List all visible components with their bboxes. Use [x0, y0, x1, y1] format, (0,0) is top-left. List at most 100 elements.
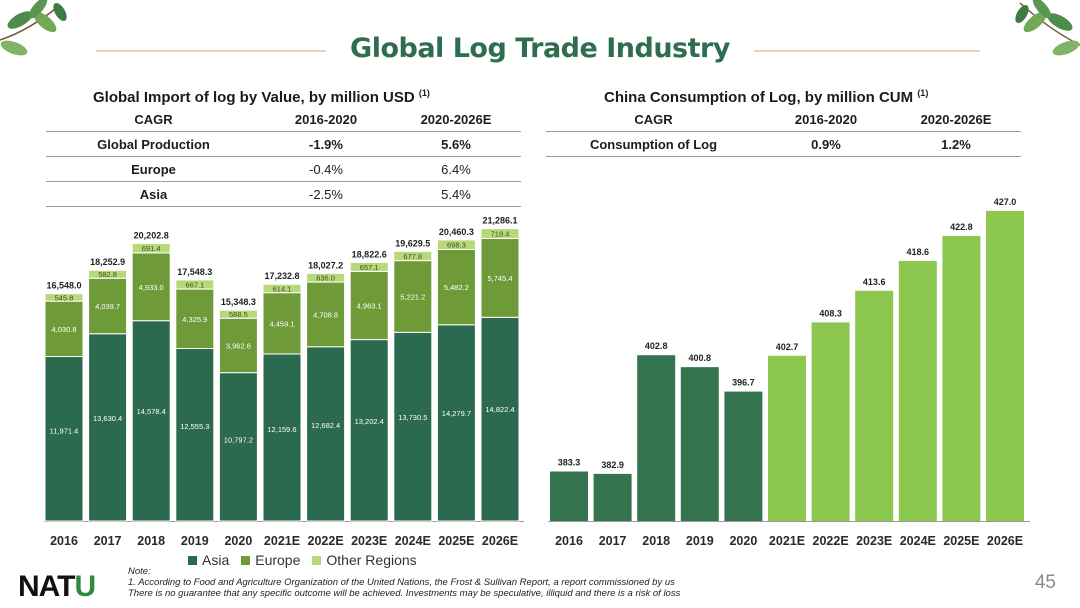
- x-tick-label: 2016: [555, 534, 583, 548]
- x-tick-label: 2017: [94, 534, 122, 548]
- left-subtitle-text: Global Import of log by Value, by millio…: [93, 89, 415, 106]
- table-cell: -0.4%: [261, 156, 391, 182]
- total-label: 17,548.3: [177, 267, 212, 277]
- table-cell: 6.4%: [391, 156, 521, 182]
- bar-segment-other-regions: [306, 272, 346, 283]
- data-label: 413.6: [863, 277, 886, 287]
- data-label: 396.7: [732, 378, 755, 388]
- total-label: 20,202.8: [134, 230, 169, 240]
- legend-swatch-asia: [188, 555, 197, 565]
- data-label: 4,325.9: [182, 315, 207, 324]
- x-tick-label: 2020: [224, 534, 252, 548]
- data-label: 636.0: [316, 274, 335, 283]
- data-label: 4,963.1: [357, 302, 382, 311]
- left-footnote-ref: (1): [418, 88, 430, 98]
- table-row-label: Asia: [46, 181, 261, 207]
- bar-segment-asia: [306, 346, 346, 522]
- chart-legend: Asia Europe Other Regions: [188, 552, 417, 568]
- legend-item-other: Other Regions: [312, 552, 417, 568]
- x-tick-label: 2019: [686, 534, 714, 548]
- bar-segment-asia: [436, 324, 476, 522]
- data-label: 12,555.3: [180, 422, 209, 431]
- data-label: 422.8: [950, 222, 973, 232]
- x-tick-label: 2020: [729, 534, 757, 548]
- bar-segment-other-regions: [262, 283, 302, 294]
- data-label: 691.4: [142, 244, 161, 253]
- data-label: 667.1: [185, 280, 204, 289]
- data-label: 383.3: [558, 458, 581, 468]
- data-label: 418.6: [907, 247, 930, 257]
- data-label: 408.3: [819, 308, 842, 318]
- data-label: 677.8: [403, 252, 422, 261]
- bar-segment-asia: [393, 331, 433, 522]
- x-tick-label: 2022E: [308, 534, 344, 548]
- leaf-decoration-right-icon: [1015, 0, 1080, 56]
- left-table-header-period2: 2020-2026E: [391, 107, 521, 132]
- data-label: 13,630.4: [93, 414, 122, 423]
- bar-segment-asia: [88, 333, 128, 522]
- x-tick-label: 2018: [642, 534, 670, 548]
- data-label: 545.8: [55, 293, 74, 302]
- right-cagr-table: CAGR 2016-2020 2020-2026E Consumption of…: [546, 107, 1021, 157]
- bar: [855, 290, 894, 521]
- note-source: 1. According to Food and Agriculture Org…: [128, 577, 675, 588]
- data-label: 718.4: [491, 229, 510, 238]
- data-label: 402.7: [776, 342, 799, 352]
- data-label: 14,279.7: [442, 409, 471, 418]
- data-label: 582.8: [98, 270, 117, 279]
- bar: [986, 210, 1024, 521]
- table-cell: 5.6%: [391, 131, 521, 157]
- bar: [724, 391, 763, 521]
- total-label: 16,548.0: [46, 281, 81, 291]
- bar-segment-asia: [175, 348, 215, 522]
- bar: [898, 260, 937, 521]
- data-label: 11,971.4: [50, 427, 79, 436]
- total-label: 18,252.9: [90, 257, 125, 267]
- page-title: Global Log Trade Industry: [350, 33, 730, 64]
- x-tick-label: 2022E: [813, 534, 849, 548]
- data-label: 3,962.6: [226, 341, 251, 350]
- data-label: 400.8: [689, 353, 712, 363]
- logo-text: NAT: [18, 570, 75, 603]
- bar: [942, 235, 981, 522]
- left-chart-subtitle: Global Import of log by Value, by millio…: [93, 88, 430, 106]
- bar-segment-europe: [393, 260, 433, 333]
- data-label: 4,039.7: [95, 302, 120, 311]
- x-tick-label: 2026E: [987, 534, 1023, 548]
- x-tick-label: 2019: [181, 534, 209, 548]
- x-tick-label: 2024E: [395, 534, 431, 548]
- legend-swatch-other: [312, 555, 322, 565]
- data-label: 13,202.4: [355, 417, 384, 426]
- left-table-header-period1: 2016-2020: [261, 107, 391, 132]
- left-cagr-table: CAGR 2016-2020 2020-2026E Global Product…: [46, 107, 521, 207]
- total-label: 17,232.8: [264, 271, 299, 281]
- data-label: 382.9: [601, 460, 624, 470]
- bar: [637, 355, 676, 521]
- x-tick-label: 2026E: [482, 534, 518, 548]
- x-tick-label: 2016: [50, 534, 78, 548]
- data-label: 657.1: [360, 263, 379, 272]
- legend-swatch-europe: [241, 555, 251, 565]
- x-tick-label: 2025E: [943, 534, 979, 548]
- bar-segment-asia: [218, 372, 258, 522]
- legend-label-other: Other Regions: [326, 552, 417, 568]
- total-label: 18,027.2: [308, 260, 343, 270]
- data-label: 402.8: [645, 341, 668, 351]
- bar-segment-europe: [306, 281, 346, 348]
- logo-accent-text: U: [74, 570, 96, 603]
- footnotes: Note: 1. According to Food and Agricultu…: [128, 566, 680, 599]
- leaf-decoration-left-icon: [0, 0, 67, 56]
- right-footnote-ref: (1): [917, 88, 929, 98]
- legend-label-asia: Asia: [202, 552, 230, 568]
- data-label: 588.5: [229, 310, 248, 319]
- data-label: 12,682.4: [311, 421, 340, 430]
- right-chart-subtitle: China Consumption of Log, by million CUM…: [604, 88, 928, 106]
- data-label: 5,482.2: [444, 283, 469, 292]
- bar-segment-asia: [480, 316, 520, 522]
- data-label: 14,578.4: [137, 407, 166, 416]
- right-bar-chart: 383.3 2016 382.9 2017 402.8 2018 400.8 2019 396.…: [548, 197, 1030, 548]
- table-row-label: Consumption of Log: [546, 131, 761, 157]
- right-table-header-period2: 2020-2026E: [891, 107, 1021, 132]
- data-label: 5,745.4: [487, 274, 512, 283]
- bar: [680, 367, 719, 521]
